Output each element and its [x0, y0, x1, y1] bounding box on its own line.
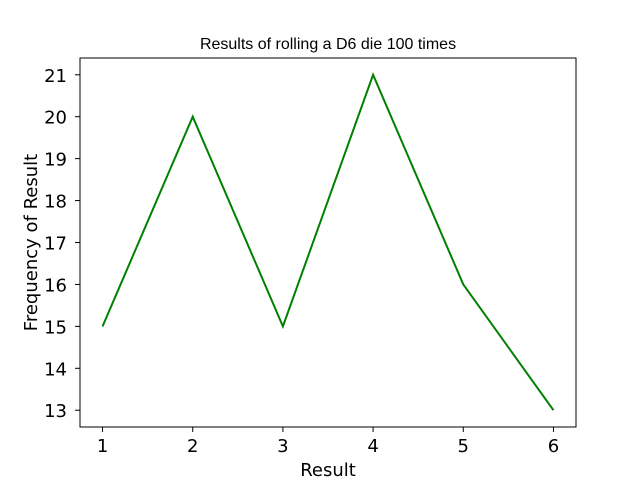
x-tick-label: 5: [458, 436, 469, 457]
x-tick-label: 4: [367, 436, 378, 457]
x-tick-label: 2: [187, 436, 198, 457]
x-axis-label: Result: [300, 460, 356, 480]
y-tick-label: 14: [44, 359, 67, 380]
y-tick-label: 18: [44, 192, 67, 213]
y-tick-label: 13: [44, 401, 67, 422]
x-tick-label: 3: [277, 436, 288, 457]
chart-title: Results of rolling a D6 die 100 times: [200, 36, 456, 53]
x-tick-label: 1: [97, 436, 108, 457]
series-line: [101, 72, 555, 411]
plot-area: [79, 57, 577, 428]
y-tick-label: 15: [44, 317, 67, 338]
series-layer: [101, 72, 555, 411]
y-axis-label: Frequency of Result: [21, 154, 42, 331]
y-tick-label: 16: [44, 275, 67, 296]
y-tick-label: 17: [44, 234, 67, 255]
x-tick-label: 6: [548, 436, 559, 457]
y-tick-label: 19: [44, 150, 67, 171]
x-axis-ticks: 1 2 3 4 5 6: [97, 427, 559, 457]
y-axis-ticks: 13 14 15 16 17 18 19 20 21: [44, 66, 80, 422]
y-tick-label: 20: [44, 108, 67, 129]
y-tick-label: 21: [44, 66, 67, 87]
